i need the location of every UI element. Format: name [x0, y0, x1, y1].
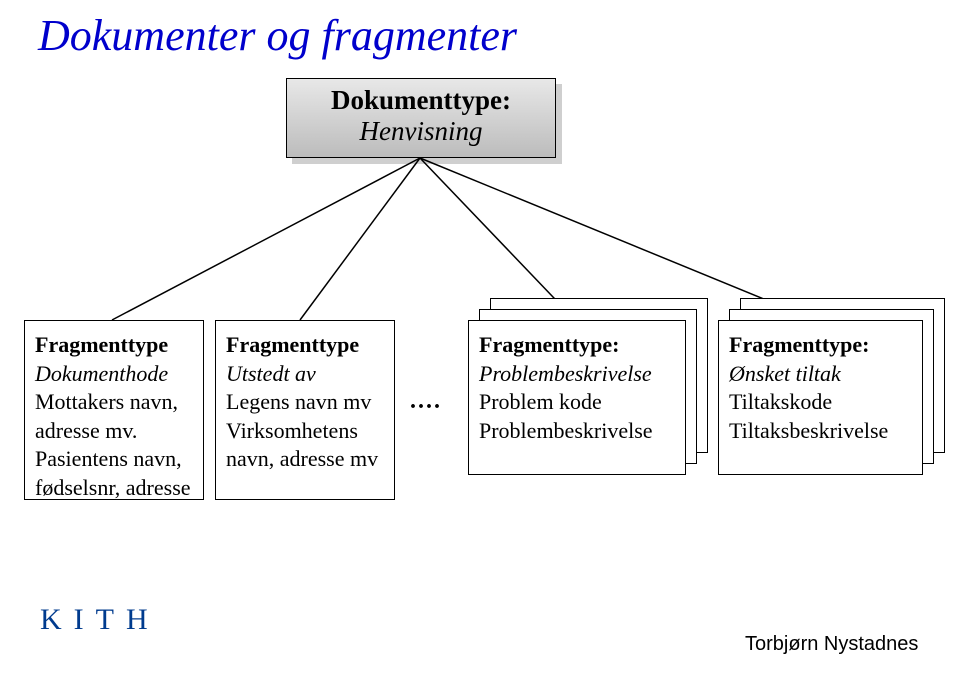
fragment-line: Pasientens navn,	[35, 445, 193, 474]
fragment-line: Problem kode	[479, 388, 675, 417]
ellipsis-dots: ....	[410, 388, 442, 415]
fragment-dokumenthode: FragmenttypeDokumenthodeMottakers navn,a…	[24, 320, 204, 500]
page-title: Dokumenter og fragmenter	[38, 10, 517, 61]
fragment-line: Legens navn mv	[226, 388, 384, 417]
fragment-line: fødselsnr, adresse	[35, 474, 193, 503]
fragment-utstedt: FragmenttypeUtstedt avLegens navn mvVirk…	[215, 320, 395, 500]
fragment-problembeskrivelse: Fragmenttype:ProblembeskrivelseProblem k…	[468, 320, 686, 475]
fragment-line: Mottakers navn,	[35, 388, 193, 417]
fragment-tiltak: Fragmenttype:Ønsket tiltakTiltakskodeTil…	[718, 320, 923, 475]
fragment-line: Dokumenthode	[35, 360, 193, 389]
document-type-label: Dokumenttype:	[297, 85, 545, 116]
kith-logo: KITH	[40, 603, 160, 637]
footer-author: Torbjørn Nystadnes	[745, 633, 918, 656]
fragment-line: Fragmenttype	[226, 331, 384, 360]
document-type-box: Dokumenttype: Henvisning	[286, 78, 556, 158]
fragment-line: Problembeskrivelse	[479, 417, 675, 446]
fragment-line: Virksomhetens	[226, 417, 384, 446]
fragment-line: adresse mv.	[35, 417, 193, 446]
fragment-line: Fragmenttype	[35, 331, 193, 360]
fragment-line: Problembeskrivelse	[479, 360, 675, 389]
fragment-line: Utstedt av	[226, 360, 384, 389]
fragment-line: Fragmenttype:	[479, 331, 675, 360]
document-type-value: Henvisning	[297, 116, 545, 147]
fragment-line: Fragmenttype:	[729, 331, 912, 360]
fragment-line: Tiltaksbeskrivelse	[729, 417, 912, 446]
fragment-line: Ønsket tiltak	[729, 360, 912, 389]
fragment-line: Tiltakskode	[729, 388, 912, 417]
fragment-line: navn, adresse mv	[226, 445, 384, 474]
